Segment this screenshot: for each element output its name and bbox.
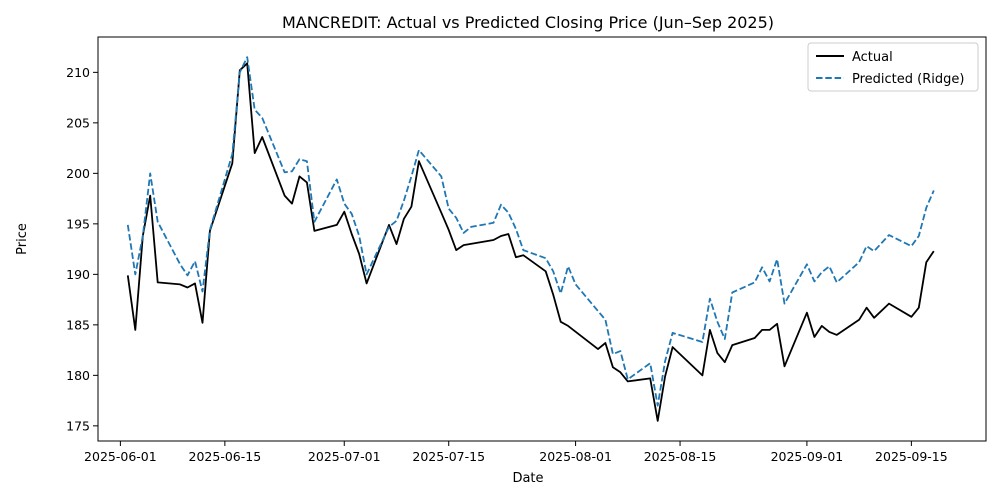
x-tick-label: 2025-07-01 <box>308 449 381 464</box>
x-tick-label: 2025-08-01 <box>539 449 612 464</box>
y-tick-label: 200 <box>66 166 90 181</box>
legend: Actual Predicted (Ridge) <box>807 42 979 92</box>
x-axis-label: Date <box>512 471 543 486</box>
y-tick-label: 195 <box>66 216 90 231</box>
x-axis: 2025-06-01 2025-06-15 2025-07-01 2025-07-15… <box>84 441 948 464</box>
y-tick-label: 185 <box>66 317 90 332</box>
y-axis: 175 180 185 190 195 200 205 210 <box>66 65 98 433</box>
plot-area <box>126 56 935 422</box>
legend-label-actual: Actual <box>852 50 893 65</box>
legend-box <box>807 42 979 92</box>
x-tick-label: 2025-06-15 <box>189 449 262 464</box>
y-tick-label: 190 <box>66 267 90 282</box>
y-axis-label: Price <box>15 223 30 255</box>
y-tick-label: 175 <box>66 418 90 433</box>
axes-frame <box>97 36 987 442</box>
x-tick-label: 2025-07-15 <box>412 449 485 464</box>
series-line-predicted <box>126 56 935 407</box>
x-tick-label: 2025-09-01 <box>771 449 844 464</box>
y-tick-label: 205 <box>66 115 90 130</box>
y-tick-label: 180 <box>66 368 90 383</box>
x-tick-label: 2025-09-15 <box>875 449 948 464</box>
y-tick-label: 210 <box>66 65 90 80</box>
chart-title: MANCREDIT: Actual vs Predicted Closing P… <box>282 13 774 32</box>
legend-label-predicted: Predicted (Ridge) <box>852 72 964 87</box>
x-tick-label: 2025-08-15 <box>644 449 717 464</box>
x-tick-label: 2025-06-01 <box>84 449 157 464</box>
series-line-actual <box>126 62 935 422</box>
